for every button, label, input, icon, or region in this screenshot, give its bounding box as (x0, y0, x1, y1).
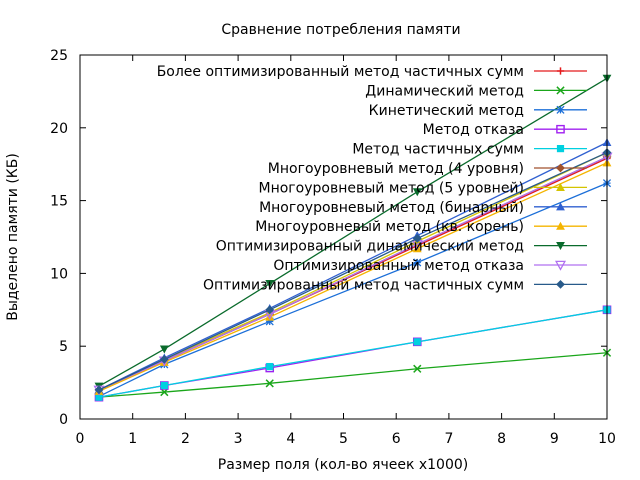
square-marker (556, 124, 565, 134)
triangle-marker (556, 202, 565, 211)
cross-marker (413, 364, 422, 373)
triangle-down-marker (265, 279, 275, 288)
legend-label: Кинетический метод (369, 103, 524, 119)
x-tick-label: 10 (598, 431, 616, 447)
y-tick-label: 25 (50, 48, 68, 64)
legend-label: Динамический метод (365, 83, 524, 99)
plot-frame (79, 54, 608, 420)
square-marker (413, 338, 421, 346)
x-tick-label: 3 (234, 431, 243, 447)
square-marker (556, 145, 565, 153)
data-series (94, 148, 612, 395)
x-tick-label: 5 (339, 431, 348, 447)
x-axis-label: Размер поля (кол-во ячеек x1000) (218, 457, 468, 473)
triangle-down-marker (159, 345, 169, 354)
diamond-marker (412, 234, 422, 243)
legend-entry: Многоуровневый метод (5 уровней) (259, 180, 587, 196)
legend-entry: Многоуровневый метод (4 уровня) (268, 161, 587, 177)
x-tick-label: 7 (444, 431, 453, 447)
y-tick-label: 5 (59, 339, 68, 355)
legend-entry: Динамический метод (365, 83, 587, 99)
diamond-marker (556, 280, 565, 289)
legend-label: Метод отказа (423, 122, 524, 138)
legend-entry: Оптимизированный метод частичных сумм (203, 277, 587, 293)
triangle-down-marker (555, 260, 566, 271)
legend-label: Оптимизированный метод частичных сумм (203, 277, 524, 293)
x-tick-label: 1 (128, 431, 137, 447)
legend-label: Оптимизированный метод отказа (273, 258, 524, 274)
legend-label: Многоуровневый метод (бинарный) (259, 200, 524, 216)
legend-label: Многоуровневый метод (кв. корень) (255, 219, 524, 235)
cross-marker (556, 86, 565, 95)
cross-marker (265, 379, 274, 388)
legend-entry: Метод отказа (423, 122, 587, 138)
legend-entry: Метод частичных сумм (352, 142, 587, 158)
y-tick-label: 10 (50, 266, 68, 282)
data-series (94, 158, 612, 395)
diamond-marker (94, 385, 104, 395)
y-tick-label: 0 (59, 412, 68, 428)
x-ticks: 0 1 2 3 4 5 6 7 8 9 10 (76, 55, 616, 447)
x-tick-label: 9 (550, 431, 559, 447)
legend-label: Оптимизированный динамический метод (216, 239, 524, 255)
square-marker (160, 381, 168, 390)
triangle-down-marker (556, 242, 565, 250)
x-tick-label: 0 (76, 431, 85, 447)
legend-label: Более оптимизированный метод частичных с… (157, 64, 524, 80)
x-tick-label: 2 (181, 431, 190, 447)
square-marker (266, 362, 274, 371)
x-tick-label: 6 (392, 431, 401, 447)
plus-marker (556, 67, 565, 75)
diamond-marker (556, 163, 565, 173)
star-marker (556, 105, 565, 114)
legend-entry: Оптимизированный метод отказа (273, 258, 587, 274)
legend-entry: Оптимизированный динамический метод (216, 239, 587, 255)
legend-label: Многоуровневый метод (4 уровня) (268, 161, 524, 177)
chart-title: Сравнение потребления памяти (221, 22, 460, 38)
legend-entry: Многоуровневый метод (кв. корень) (255, 219, 587, 235)
diamond-marker (265, 305, 275, 315)
legend: Более оптимизированный метод частичных с… (157, 64, 587, 293)
triangle-marker (265, 312, 275, 321)
y-ticks: 0 5 10 15 20 25 (50, 48, 607, 428)
square-marker (95, 393, 103, 401)
legend-entry: Многоуровневый метод (бинарный) (259, 200, 587, 216)
diamond-marker (159, 354, 169, 364)
x-tick-label: 4 (286, 431, 295, 447)
y-axis-label: Выделено памяти (КБ) (5, 153, 21, 321)
triangle-marker (556, 183, 565, 191)
legend-label: Метод частичных сумм (352, 142, 524, 158)
star-marker (413, 258, 422, 267)
y-tick-label: 20 (50, 121, 68, 137)
star-marker (265, 317, 274, 326)
legend-label: Многоуровневый метод (5 уровней) (259, 180, 525, 196)
legend-entry: Кинетический метод (369, 103, 587, 119)
triangle-down-marker (412, 188, 422, 197)
triangle-marker (556, 221, 565, 230)
x-tick-label: 8 (497, 431, 506, 447)
y-tick-label: 15 (50, 194, 68, 210)
legend-entry: Более оптимизированный метод частичных с… (157, 64, 587, 80)
series-layer (93, 74, 613, 402)
